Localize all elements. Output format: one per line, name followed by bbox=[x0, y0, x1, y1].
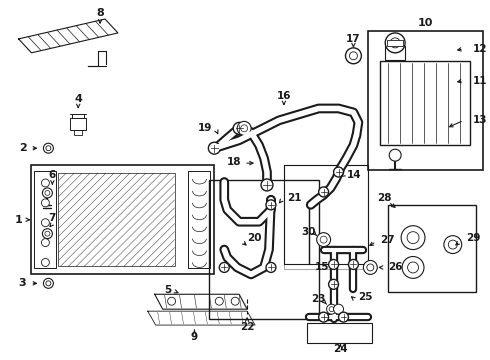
Text: 18: 18 bbox=[227, 157, 241, 167]
Circle shape bbox=[220, 262, 229, 273]
Text: 2: 2 bbox=[19, 143, 26, 153]
Text: 26: 26 bbox=[388, 262, 403, 273]
Text: 29: 29 bbox=[466, 233, 480, 243]
Circle shape bbox=[241, 125, 247, 132]
Circle shape bbox=[261, 179, 273, 191]
Circle shape bbox=[237, 121, 251, 135]
Text: 22: 22 bbox=[240, 322, 254, 332]
Circle shape bbox=[231, 297, 239, 305]
Bar bbox=[284, 165, 368, 269]
Circle shape bbox=[168, 297, 175, 305]
Text: 4: 4 bbox=[74, 94, 82, 104]
Circle shape bbox=[233, 122, 245, 134]
Text: 1: 1 bbox=[15, 215, 23, 225]
Bar bbox=[385, 46, 405, 60]
Circle shape bbox=[367, 264, 374, 271]
Circle shape bbox=[215, 297, 223, 305]
Circle shape bbox=[42, 258, 49, 266]
Text: 24: 24 bbox=[333, 344, 348, 354]
Polygon shape bbox=[148, 311, 255, 325]
Polygon shape bbox=[19, 19, 118, 53]
Circle shape bbox=[402, 257, 424, 278]
Text: 11: 11 bbox=[473, 76, 487, 86]
Circle shape bbox=[44, 143, 53, 153]
Circle shape bbox=[444, 236, 462, 253]
Bar bbox=[380, 61, 470, 145]
Circle shape bbox=[390, 38, 400, 48]
Circle shape bbox=[329, 279, 339, 289]
Text: 9: 9 bbox=[191, 332, 198, 342]
Text: 8: 8 bbox=[96, 8, 104, 18]
Bar bbox=[30, 165, 214, 274]
Bar bbox=[70, 118, 86, 130]
Circle shape bbox=[318, 187, 329, 197]
Bar bbox=[189, 171, 210, 269]
Circle shape bbox=[318, 312, 329, 322]
Bar bbox=[387, 40, 403, 46]
Text: 30: 30 bbox=[301, 227, 316, 237]
Circle shape bbox=[45, 231, 50, 236]
Circle shape bbox=[45, 190, 50, 195]
Text: 16: 16 bbox=[277, 91, 291, 100]
Circle shape bbox=[385, 33, 405, 53]
Bar bbox=[368, 31, 483, 170]
Circle shape bbox=[46, 281, 51, 286]
Circle shape bbox=[329, 307, 334, 312]
Circle shape bbox=[349, 52, 357, 60]
Circle shape bbox=[43, 229, 52, 239]
Circle shape bbox=[320, 236, 327, 243]
Bar bbox=[34, 171, 56, 269]
Circle shape bbox=[317, 233, 331, 247]
Text: 20: 20 bbox=[247, 233, 262, 243]
Text: 7: 7 bbox=[49, 213, 56, 223]
Circle shape bbox=[42, 179, 49, 187]
Circle shape bbox=[448, 240, 457, 249]
Circle shape bbox=[407, 232, 419, 244]
Circle shape bbox=[364, 261, 377, 274]
Circle shape bbox=[334, 304, 343, 314]
Text: 23: 23 bbox=[312, 294, 326, 304]
Text: 15: 15 bbox=[315, 262, 329, 273]
Circle shape bbox=[42, 239, 49, 247]
Circle shape bbox=[266, 262, 276, 273]
Circle shape bbox=[42, 219, 49, 227]
Circle shape bbox=[327, 304, 337, 314]
Circle shape bbox=[339, 312, 348, 322]
Circle shape bbox=[389, 149, 401, 161]
Text: 28: 28 bbox=[377, 193, 392, 203]
Text: 5: 5 bbox=[164, 285, 171, 295]
Text: 17: 17 bbox=[346, 34, 361, 44]
Text: 10: 10 bbox=[418, 18, 433, 28]
Polygon shape bbox=[155, 294, 247, 309]
Circle shape bbox=[46, 146, 51, 151]
Text: 14: 14 bbox=[346, 170, 361, 180]
Circle shape bbox=[334, 167, 343, 177]
Circle shape bbox=[329, 260, 339, 269]
Circle shape bbox=[266, 200, 276, 210]
Bar bbox=[209, 180, 318, 319]
Circle shape bbox=[44, 278, 53, 288]
Circle shape bbox=[348, 260, 358, 269]
Circle shape bbox=[208, 142, 220, 154]
Text: 3: 3 bbox=[19, 278, 26, 288]
Bar bbox=[307, 323, 372, 343]
Text: 27: 27 bbox=[380, 235, 395, 244]
Bar bbox=[388, 205, 476, 292]
Circle shape bbox=[408, 262, 418, 273]
Text: 21: 21 bbox=[287, 193, 301, 203]
Text: 12: 12 bbox=[473, 44, 487, 54]
Bar bbox=[58, 173, 174, 266]
Circle shape bbox=[401, 226, 425, 249]
Circle shape bbox=[345, 48, 362, 64]
Bar bbox=[74, 130, 82, 135]
Text: 13: 13 bbox=[473, 116, 487, 125]
Circle shape bbox=[42, 199, 49, 207]
Circle shape bbox=[43, 188, 52, 198]
Text: 19: 19 bbox=[198, 123, 213, 133]
Text: 6: 6 bbox=[49, 170, 56, 180]
Text: 25: 25 bbox=[358, 292, 373, 302]
